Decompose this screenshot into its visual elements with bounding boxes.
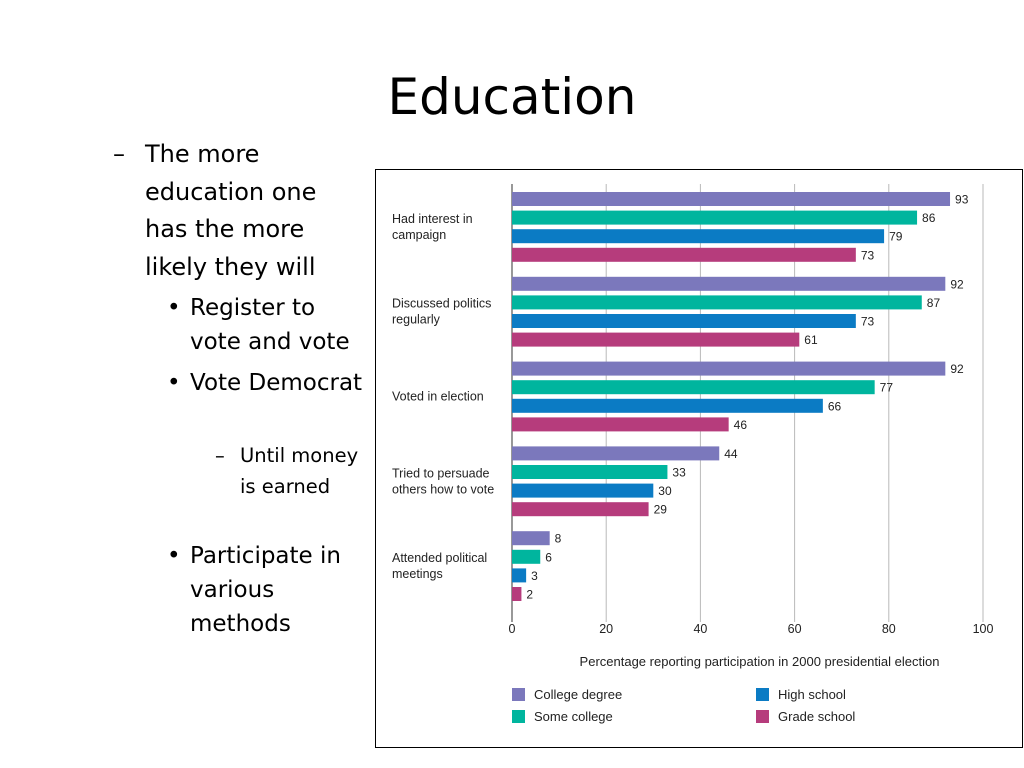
bar [512, 192, 951, 206]
dash-marker: – [113, 140, 125, 168]
category-label: Voted in election [392, 390, 484, 404]
bar [512, 361, 946, 376]
bar-value-label: 93 [955, 193, 969, 207]
legend-swatch [756, 688, 769, 701]
bar-value-label: 3 [531, 569, 538, 583]
category-label: others how to vote [392, 482, 494, 496]
bar-value-label: 46 [734, 418, 748, 432]
x-tick-label: 20 [599, 622, 613, 636]
bar [512, 502, 649, 517]
bar [512, 276, 946, 291]
dot-marker: • [167, 370, 181, 396]
bar-value-label: 6 [545, 550, 552, 564]
category-label: Discussed politics [392, 297, 491, 311]
legend-label: Some college [534, 709, 613, 724]
dash-marker: – [215, 444, 225, 467]
chart-frame: 0 20 40 60 80 100 Had interest in campaign 93 86 7… [375, 169, 1023, 748]
bar-value-label: 92 [950, 277, 964, 291]
bullet-register: Register to vote and vote [190, 295, 350, 355]
category-label: Tried to persuade [392, 466, 490, 480]
x-tick-label: 0 [509, 622, 516, 636]
legend-swatch [756, 710, 769, 723]
bar-value-label: 44 [724, 447, 738, 461]
bar [512, 229, 885, 244]
bar-value-label: 30 [658, 484, 672, 498]
bar [512, 549, 541, 564]
dot-marker: • [167, 295, 181, 321]
x-axis-label: Percentage reporting participation in 20… [580, 654, 940, 669]
bar [512, 210, 918, 225]
bar-value-label: 33 [672, 466, 686, 480]
category-label: campaign [392, 228, 446, 242]
x-tick-label: 80 [882, 622, 896, 636]
legend-swatch [512, 710, 525, 723]
bar-value-label: 87 [927, 296, 941, 310]
slide-title: Education [387, 68, 637, 126]
bar [512, 531, 550, 546]
bullet-participate: Participate in various methods [190, 543, 341, 637]
bar [512, 295, 922, 310]
legend-label: Grade school [778, 709, 855, 724]
category-label: Had interest in [392, 212, 473, 226]
bar-value-label: 77 [880, 381, 894, 395]
dot-marker: • [167, 543, 181, 569]
x-tick-label: 60 [788, 622, 802, 636]
category-label: meetings [392, 567, 443, 581]
bar [512, 314, 856, 328]
bar [512, 568, 527, 583]
bullet-democrat: Vote Democrat [190, 370, 363, 396]
bar [512, 247, 856, 262]
bullet-list: – The more education one has the more li… [0, 0, 370, 768]
bar [512, 465, 668, 479]
bar-value-label: 2 [526, 588, 533, 602]
bar-value-label: 8 [555, 532, 562, 546]
bar [512, 332, 800, 347]
bullet-until-money: Until money is earned [240, 444, 359, 498]
bar [512, 417, 729, 432]
bar [512, 587, 522, 601]
bar [512, 398, 823, 413]
bar-value-label: 73 [861, 248, 875, 262]
legend-label: College degree [534, 687, 622, 702]
legend-label: High school [778, 687, 846, 702]
bar-value-label: 66 [828, 399, 842, 413]
legend-swatch [512, 688, 525, 701]
bar-value-label: 61 [804, 333, 818, 347]
bar-value-label: 79 [889, 230, 903, 244]
category-label: regularly [392, 313, 441, 327]
bar [512, 380, 875, 395]
bar-value-label: 73 [861, 315, 875, 329]
x-tick-label: 40 [693, 622, 707, 636]
bar-value-label: 29 [654, 503, 668, 517]
bar [512, 483, 654, 498]
category-label: Attended political [392, 551, 487, 565]
bar-value-label: 86 [922, 211, 936, 225]
bar-chart: 0 20 40 60 80 100 Had interest in campaign 93 86 7… [392, 184, 994, 724]
x-tick-label: 100 [973, 622, 994, 636]
bar [512, 446, 720, 461]
bullet-level1: The more education one has the more like… [145, 140, 317, 281]
bar-value-label: 92 [950, 362, 964, 376]
